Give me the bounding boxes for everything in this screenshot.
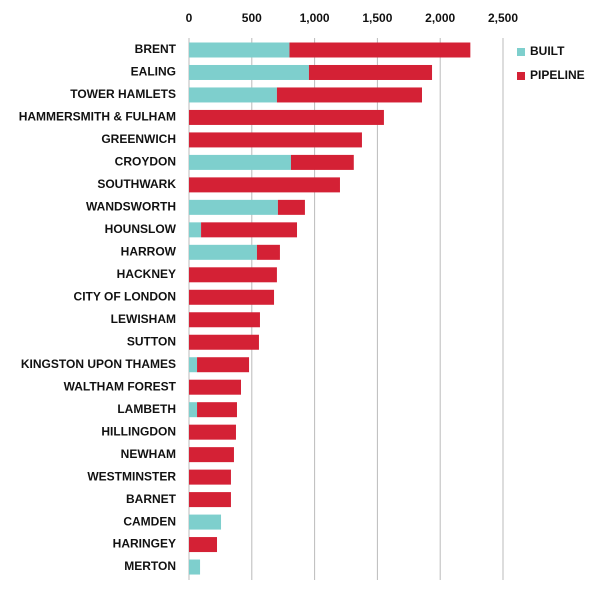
bar-segment	[277, 199, 305, 215]
x-tick-label: 2,500	[488, 11, 518, 25]
bar-segment	[189, 424, 236, 440]
y-tick-label: HACKNEY	[117, 267, 176, 281]
bar-segment	[189, 402, 198, 418]
y-tick-label: SOUTHWARK	[97, 177, 176, 191]
y-tick-label: CAMDEN	[123, 514, 176, 528]
bar-segment	[189, 289, 275, 305]
bar-segment	[189, 514, 222, 530]
bar-segment	[201, 222, 298, 238]
y-tick-label: HOUNSLOW	[105, 222, 177, 236]
y-tick-label: LAMBETH	[117, 402, 176, 416]
legend-swatch	[517, 72, 525, 80]
bar-segment	[189, 492, 231, 508]
y-tick-label: SUTTON	[127, 334, 176, 348]
y-tick-label: BARNET	[126, 492, 177, 506]
y-tick-label: WESTMINSTER	[87, 469, 176, 483]
y-tick-label: CROYDON	[115, 155, 176, 169]
bar-segment	[197, 402, 237, 418]
legend-label: BUILT	[530, 44, 565, 58]
bar-segment	[197, 357, 250, 373]
bar-segment	[189, 244, 257, 260]
bar-segment	[189, 447, 234, 463]
bar-segment	[189, 312, 260, 328]
bar-segment	[189, 559, 201, 575]
bar-segment	[189, 469, 231, 485]
bar-segment	[189, 177, 340, 193]
y-tick-label: TOWER HAMLETS	[70, 87, 176, 101]
y-tick-label: GREENWICH	[101, 132, 176, 146]
bar-segment	[189, 109, 384, 125]
bar-segment	[308, 64, 433, 80]
y-tick-label: HILLINGDON	[101, 424, 176, 438]
x-tick-label: 500	[242, 11, 262, 25]
x-tick-label: 2,000	[425, 11, 455, 25]
bar-segment	[189, 334, 259, 350]
y-tick-label: HAMMERSMITH & FULHAM	[19, 110, 176, 124]
y-tick-label: CITY OF LONDON	[74, 289, 176, 303]
bar-segment	[189, 357, 198, 373]
x-tick-label: 1,500	[362, 11, 392, 25]
y-tick-label: HARINGEY	[113, 537, 176, 551]
bar-segment	[189, 222, 202, 238]
bar-segment	[189, 199, 278, 215]
x-tick-label: 0	[186, 11, 193, 25]
bar-segment	[290, 154, 354, 170]
bar-segment	[189, 42, 290, 58]
x-tick-label: 1,000	[300, 11, 330, 25]
legend-swatch	[517, 48, 525, 56]
y-tick-label: BRENT	[135, 42, 177, 56]
y-tick-label: WANDSWORTH	[86, 200, 176, 214]
bar-segment	[256, 244, 280, 260]
bar-segment	[289, 42, 471, 58]
bar-segment	[189, 267, 277, 283]
y-tick-label: HARROW	[121, 244, 177, 258]
bar-segment	[189, 537, 218, 553]
bar-segment	[189, 64, 309, 80]
y-tick-label: MERTON	[124, 559, 176, 573]
bar-segment	[189, 132, 362, 148]
y-tick-label: NEWHAM	[121, 447, 176, 461]
bar-segment	[189, 87, 277, 103]
bar-segment	[189, 154, 291, 170]
bar-segment	[189, 379, 241, 395]
bar-segment	[276, 87, 422, 103]
y-tick-label: WALTHAM FOREST	[64, 379, 177, 393]
y-tick-label: KINGSTON UPON THAMES	[21, 357, 176, 371]
legend-label: PIPELINE	[530, 68, 585, 82]
y-tick-label: LEWISHAM	[111, 312, 176, 326]
y-tick-label: EALING	[131, 65, 176, 79]
